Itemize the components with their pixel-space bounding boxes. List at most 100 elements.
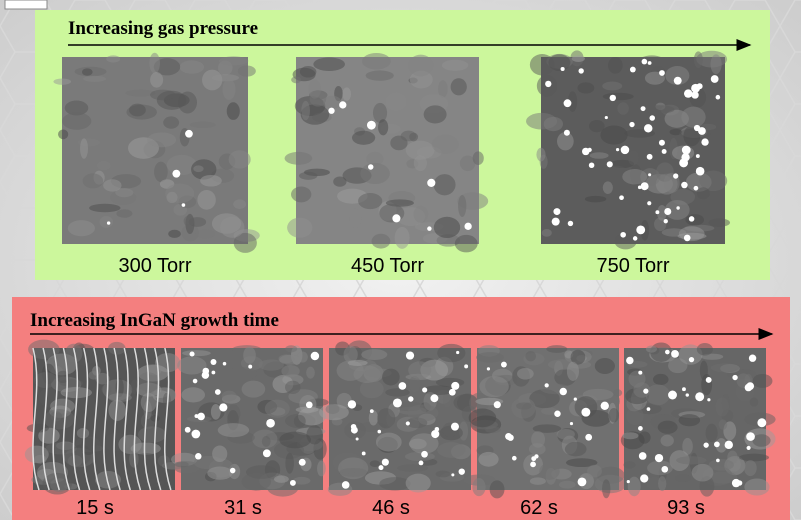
dot — [421, 451, 428, 458]
texture — [279, 355, 301, 365]
texture — [401, 131, 417, 142]
dot — [560, 388, 567, 395]
texture — [229, 150, 251, 168]
dot — [746, 432, 755, 441]
texture — [242, 473, 271, 491]
texture — [158, 455, 170, 466]
texture — [458, 195, 466, 217]
dot — [356, 437, 359, 440]
texture — [212, 446, 227, 463]
texture — [342, 87, 351, 101]
texture — [151, 415, 160, 422]
texture — [218, 423, 249, 437]
texture — [752, 434, 770, 447]
dot — [290, 480, 296, 486]
dot — [370, 409, 374, 413]
texture — [317, 461, 326, 477]
texture — [147, 132, 176, 147]
texture — [333, 176, 346, 186]
dot — [642, 59, 648, 65]
texture — [190, 122, 216, 128]
texture — [531, 431, 545, 448]
texture — [739, 454, 769, 462]
texture — [184, 216, 195, 227]
dot — [610, 95, 616, 101]
texture — [89, 204, 120, 212]
texture — [154, 162, 168, 183]
dot — [248, 365, 252, 369]
texture — [590, 152, 609, 159]
dot — [299, 459, 306, 466]
texture — [181, 387, 205, 402]
texture — [478, 452, 498, 467]
texture — [414, 155, 427, 171]
dot — [362, 452, 366, 456]
texture — [222, 391, 237, 402]
texture — [675, 474, 691, 482]
dot — [636, 225, 645, 234]
texture — [407, 404, 438, 421]
top-heading: Increasing gas pressure — [68, 18, 258, 39]
texture — [75, 436, 100, 452]
dot — [659, 140, 665, 146]
texture — [34, 372, 57, 388]
dot — [579, 68, 584, 73]
dot — [435, 427, 440, 432]
texture — [77, 428, 89, 438]
texture — [301, 101, 310, 120]
texture — [622, 432, 638, 439]
texture — [193, 165, 203, 172]
texture — [97, 161, 111, 171]
texture — [539, 463, 559, 480]
dot — [564, 130, 570, 136]
dot — [745, 384, 753, 392]
dot — [172, 170, 180, 178]
texture — [414, 206, 429, 223]
texture — [679, 414, 701, 426]
texture — [436, 471, 451, 478]
texture — [406, 474, 431, 493]
texture — [44, 409, 75, 429]
texture — [715, 397, 729, 416]
dot — [348, 400, 356, 408]
dot — [630, 67, 636, 73]
texture — [658, 421, 678, 434]
texture — [709, 218, 730, 227]
dot — [193, 379, 198, 384]
texture — [628, 150, 639, 165]
bottom-heading: Increasing InGaN growth time — [30, 310, 279, 331]
dot — [392, 214, 400, 222]
texture — [546, 345, 567, 353]
dot — [399, 382, 407, 390]
texture — [238, 66, 256, 77]
dot — [655, 454, 663, 462]
texture — [744, 478, 769, 495]
texture — [622, 169, 647, 184]
dot — [449, 389, 456, 396]
slide: Increasing gas pressure Increasing InGaN… — [0, 0, 801, 520]
texture — [265, 400, 290, 418]
dot — [552, 218, 560, 226]
texture — [138, 453, 156, 459]
texture — [379, 204, 404, 223]
image-label: 93 s — [667, 497, 705, 519]
texture — [68, 220, 95, 236]
texture — [196, 229, 216, 238]
dot — [197, 413, 205, 421]
dot — [638, 371, 642, 375]
texture — [141, 393, 157, 412]
dot — [230, 468, 236, 474]
texture — [490, 480, 505, 498]
texture — [281, 365, 299, 377]
texture — [565, 442, 587, 457]
texture — [479, 376, 508, 397]
dot — [686, 393, 689, 396]
image-label: 15 s — [76, 497, 114, 519]
dot — [619, 195, 624, 200]
texture — [99, 216, 113, 228]
texture — [58, 129, 68, 139]
texture — [587, 465, 602, 478]
texture — [623, 461, 635, 468]
dot — [682, 387, 686, 391]
texture — [719, 419, 728, 430]
